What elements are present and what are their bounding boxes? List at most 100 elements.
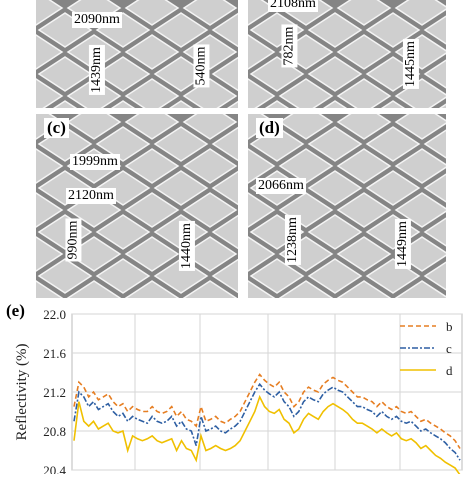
sem-panel-d — [248, 114, 446, 298]
y-tick-label: 20.8 — [43, 424, 66, 439]
sem-diamond — [182, 192, 238, 228]
dim-label-1445nm: 1445nm — [402, 39, 419, 89]
sem-diamond — [438, 103, 446, 108]
sem-diamond — [36, 236, 64, 272]
sem-diamond — [168, 100, 194, 108]
legend-label-c: c — [446, 341, 452, 356]
sem-diamond — [336, 236, 392, 272]
sem-diamond — [307, 56, 363, 92]
sem-diamond — [211, 126, 238, 162]
sem-diamond — [66, 114, 122, 140]
sem-diamond — [336, 280, 392, 298]
sem-diamond — [182, 148, 238, 184]
sem-diamond — [124, 78, 180, 108]
sem-diamond — [37, 258, 93, 294]
sem-diamond — [394, 114, 446, 140]
dim-label-1999nm: 1999nm — [70, 154, 120, 170]
dim-label-2090nm: 2090nm — [72, 12, 122, 28]
sem-diamond — [336, 192, 392, 228]
sem-diamond — [37, 56, 93, 92]
sem-diamond — [278, 78, 334, 108]
series-line-c — [73, 382, 461, 461]
sem-diamond — [124, 148, 180, 184]
sem-diamond — [248, 34, 276, 70]
legend-label-b: b — [446, 319, 453, 334]
series-line-b — [73, 373, 461, 449]
panel-label-d: (d) — [256, 118, 283, 138]
sem-diamond — [182, 0, 238, 26]
sem-diamond — [248, 148, 276, 184]
sem-diamond — [226, 100, 238, 108]
sem-diamond — [95, 56, 151, 92]
sem-diamond — [336, 0, 392, 26]
sem-diamond — [423, 15, 446, 45]
sem-diamond — [182, 280, 238, 298]
y-tick-label: 21.6 — [43, 346, 66, 361]
sem-diamond — [248, 236, 276, 272]
sem-diamond — [307, 126, 363, 162]
sem-diamond — [95, 214, 151, 250]
sem-diamond — [248, 192, 276, 228]
sem-diamond — [365, 170, 421, 206]
sem-diamond — [211, 258, 238, 294]
sem-diamond — [264, 100, 290, 108]
y-tick-label: 21.2 — [43, 385, 66, 400]
sem-diamond — [124, 280, 180, 298]
dim-label-1440nm: 1440nm — [178, 221, 195, 271]
sem-diamond — [211, 12, 238, 48]
sem-diamond — [95, 258, 151, 294]
sem-diamond — [394, 280, 446, 298]
sem-diamond — [423, 217, 446, 247]
sem-diamond — [336, 114, 392, 140]
sem-diamond — [423, 261, 446, 291]
sem-diamond — [336, 148, 392, 184]
sem-diamond — [307, 12, 363, 48]
sem-diamond — [153, 12, 209, 48]
dim-label-1439nm: 1439nm — [88, 45, 105, 95]
sem-diamond — [394, 192, 446, 228]
sem-diamond — [182, 78, 238, 108]
dim-label-2108nm: 2108nm — [268, 0, 318, 12]
sem-diamond — [153, 170, 209, 206]
sem-diamond — [307, 258, 363, 294]
sem-diamond — [248, 78, 276, 108]
sem-diamond — [36, 78, 64, 108]
y-tick-label: 20.4 — [43, 463, 66, 474]
sem-diamond — [394, 148, 446, 184]
sem-diamond — [211, 214, 238, 250]
sem-diamond — [278, 280, 334, 298]
reflectivity-chart: 22.0 21.6 21.2 20.8 20.4 Reflectivity (%) (e) b… — [6, 301, 463, 478]
sem-diamond — [365, 12, 421, 48]
sem-diamond — [336, 34, 392, 70]
sem-diamond — [423, 173, 446, 203]
sem-diamond — [249, 258, 305, 294]
y-tick-label: 22.0 — [43, 307, 66, 322]
sem-image-b — [248, 0, 446, 108]
sem-diamond — [36, 148, 64, 184]
panel-label-e: (e) — [6, 301, 25, 320]
sem-diamond — [95, 126, 151, 162]
sem-diamond — [423, 59, 446, 89]
sem-diamond — [394, 0, 446, 26]
legend-label-d: d — [446, 363, 453, 378]
sem-diamond — [278, 148, 334, 184]
panel-label-c: (c) — [44, 118, 69, 138]
sem-diamond — [36, 34, 64, 70]
sem-diamond — [307, 214, 363, 250]
sem-diamond — [124, 114, 180, 140]
sem-image-c — [36, 114, 238, 298]
dim-label-1238nm: 1238nm — [284, 215, 301, 265]
sem-diamond — [153, 126, 209, 162]
sem-diamond — [365, 126, 421, 162]
sem-diamond — [52, 100, 78, 108]
sem-image-d — [248, 114, 446, 298]
sem-diamond — [307, 170, 363, 206]
sem-diamond — [423, 129, 446, 159]
sem-diamond — [394, 78, 446, 108]
series-line-d — [73, 394, 461, 476]
sem-diamond — [380, 100, 406, 108]
sem-diamond — [322, 100, 348, 108]
sem-diamond — [248, 280, 276, 298]
sem-diamond — [124, 0, 180, 26]
dim-label-2120nm: 2120nm — [66, 188, 116, 204]
